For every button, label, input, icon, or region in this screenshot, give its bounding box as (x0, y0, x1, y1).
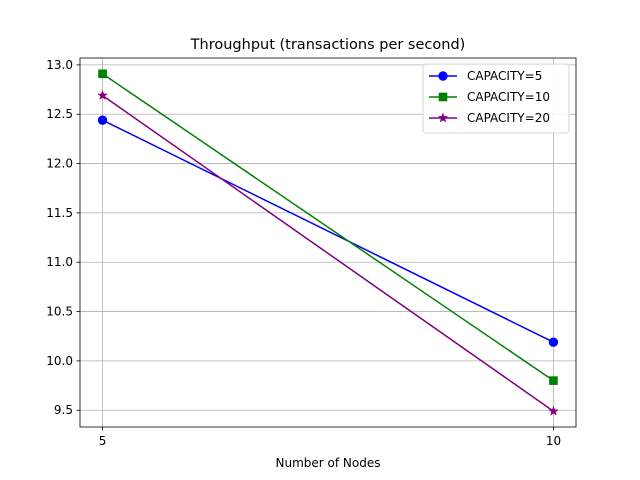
y-tick-label: 9.5 (54, 403, 73, 417)
data-point (548, 337, 559, 347)
series-layer (97, 69, 559, 416)
series-line (102, 73, 554, 382)
series-line (102, 94, 554, 412)
y-tick-label: 11.5 (46, 206, 73, 220)
series-2 (98, 69, 558, 385)
legend-marker (437, 112, 449, 123)
data-point (98, 69, 107, 79)
y-tick-label: 10.0 (46, 354, 73, 368)
y-tick-label: 12.0 (46, 157, 73, 171)
x-axis-label: Number of Nodes (276, 456, 381, 470)
data-point (97, 89, 108, 100)
series-3 (97, 89, 559, 416)
data-point (97, 115, 108, 125)
x-tick-label: 5 (99, 434, 107, 448)
x-tick-label: 10 (546, 434, 561, 448)
y-tick-label: 11.0 (46, 255, 73, 269)
legend-marker (438, 92, 448, 102)
legend-label: CAPACITY=20 (467, 111, 550, 125)
legend-box (422, 63, 570, 134)
y-tick-label: 12.5 (46, 107, 73, 121)
plot-frame (79, 57, 577, 428)
legend-item: CAPACITY=10 (429, 90, 550, 104)
y-tick-label: 13.0 (46, 58, 73, 72)
legend-marker (438, 71, 448, 81)
data-point (548, 405, 559, 416)
legend: CAPACITY=5 CAPACITY=10 CAPACITY=20 (422, 63, 570, 134)
legend-label: CAPACITY=5 (467, 69, 542, 83)
chart-title: Throughput (transactions per second) (190, 37, 466, 53)
legend-item: CAPACITY=20 (429, 111, 550, 125)
legend-item: CAPACITY=5 (429, 69, 542, 83)
y-tick-label: 10.5 (46, 305, 73, 319)
series-1 (97, 115, 559, 347)
series-line (102, 119, 554, 343)
legend-label: CAPACITY=10 (467, 90, 550, 104)
axis-ticks: 9.5 10.0 10.5 11.0 11.5 12.0 12.5 13.0 5 10 (46, 58, 561, 448)
data-point (549, 376, 558, 385)
